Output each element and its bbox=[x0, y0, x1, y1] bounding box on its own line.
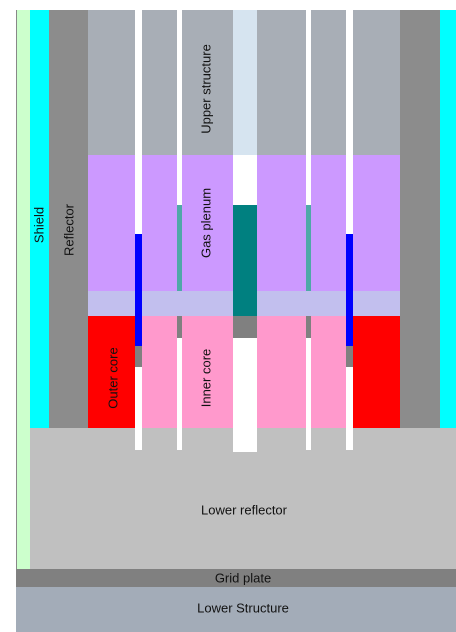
outer-core-left bbox=[88, 316, 135, 428]
gas-plenum-label: Gas plenum bbox=[198, 187, 214, 259]
channel-1 bbox=[135, 10, 142, 234]
central-rod-gap bbox=[233, 316, 257, 338]
inner-core-label: Inner core bbox=[198, 348, 214, 408]
upper-structure-central-column bbox=[233, 10, 257, 155]
channel-center-lower bbox=[233, 338, 257, 452]
lower-reflector-label: Lower reflector bbox=[201, 502, 287, 518]
channel-4 bbox=[346, 10, 353, 234]
gap-mid-right bbox=[306, 316, 311, 338]
reflector-label: Reflector bbox=[61, 203, 77, 257]
channel-center-top bbox=[233, 155, 257, 205]
shield-right bbox=[440, 10, 456, 428]
teal-strip-left bbox=[177, 205, 182, 291]
outer-core-label: Outer core bbox=[105, 347, 121, 409]
gap-left bbox=[135, 346, 142, 367]
inner-core-right bbox=[257, 316, 353, 428]
channel-2 bbox=[177, 10, 182, 205]
central-control-rod bbox=[233, 205, 257, 316]
shield-label: Shield bbox=[31, 206, 47, 244]
upper-structure-label: Upper structure bbox=[198, 44, 214, 134]
grid-plate-label: Grid plate bbox=[214, 570, 272, 586]
shield-outer-left bbox=[16, 10, 30, 569]
blue-rod-right bbox=[346, 234, 353, 346]
gap-mid-left bbox=[177, 316, 182, 338]
reflector-right bbox=[400, 10, 440, 428]
channel-2-lower bbox=[177, 338, 182, 450]
channel-3 bbox=[306, 10, 311, 205]
channel-3-lower bbox=[306, 338, 311, 450]
channel-4-lower bbox=[346, 367, 353, 450]
blue-rod-left bbox=[135, 234, 142, 346]
channel-1-lower bbox=[135, 367, 142, 450]
teal-strip-right bbox=[306, 205, 311, 291]
outer-core-right bbox=[353, 316, 400, 428]
gap-right bbox=[346, 346, 353, 367]
grid-plate bbox=[16, 569, 456, 587]
shield-left bbox=[30, 10, 49, 428]
inner-core-left bbox=[135, 316, 233, 428]
lower-structure-label: Lower Structure bbox=[197, 600, 289, 616]
reflector-left bbox=[49, 10, 88, 428]
lower-structure bbox=[16, 587, 456, 632]
